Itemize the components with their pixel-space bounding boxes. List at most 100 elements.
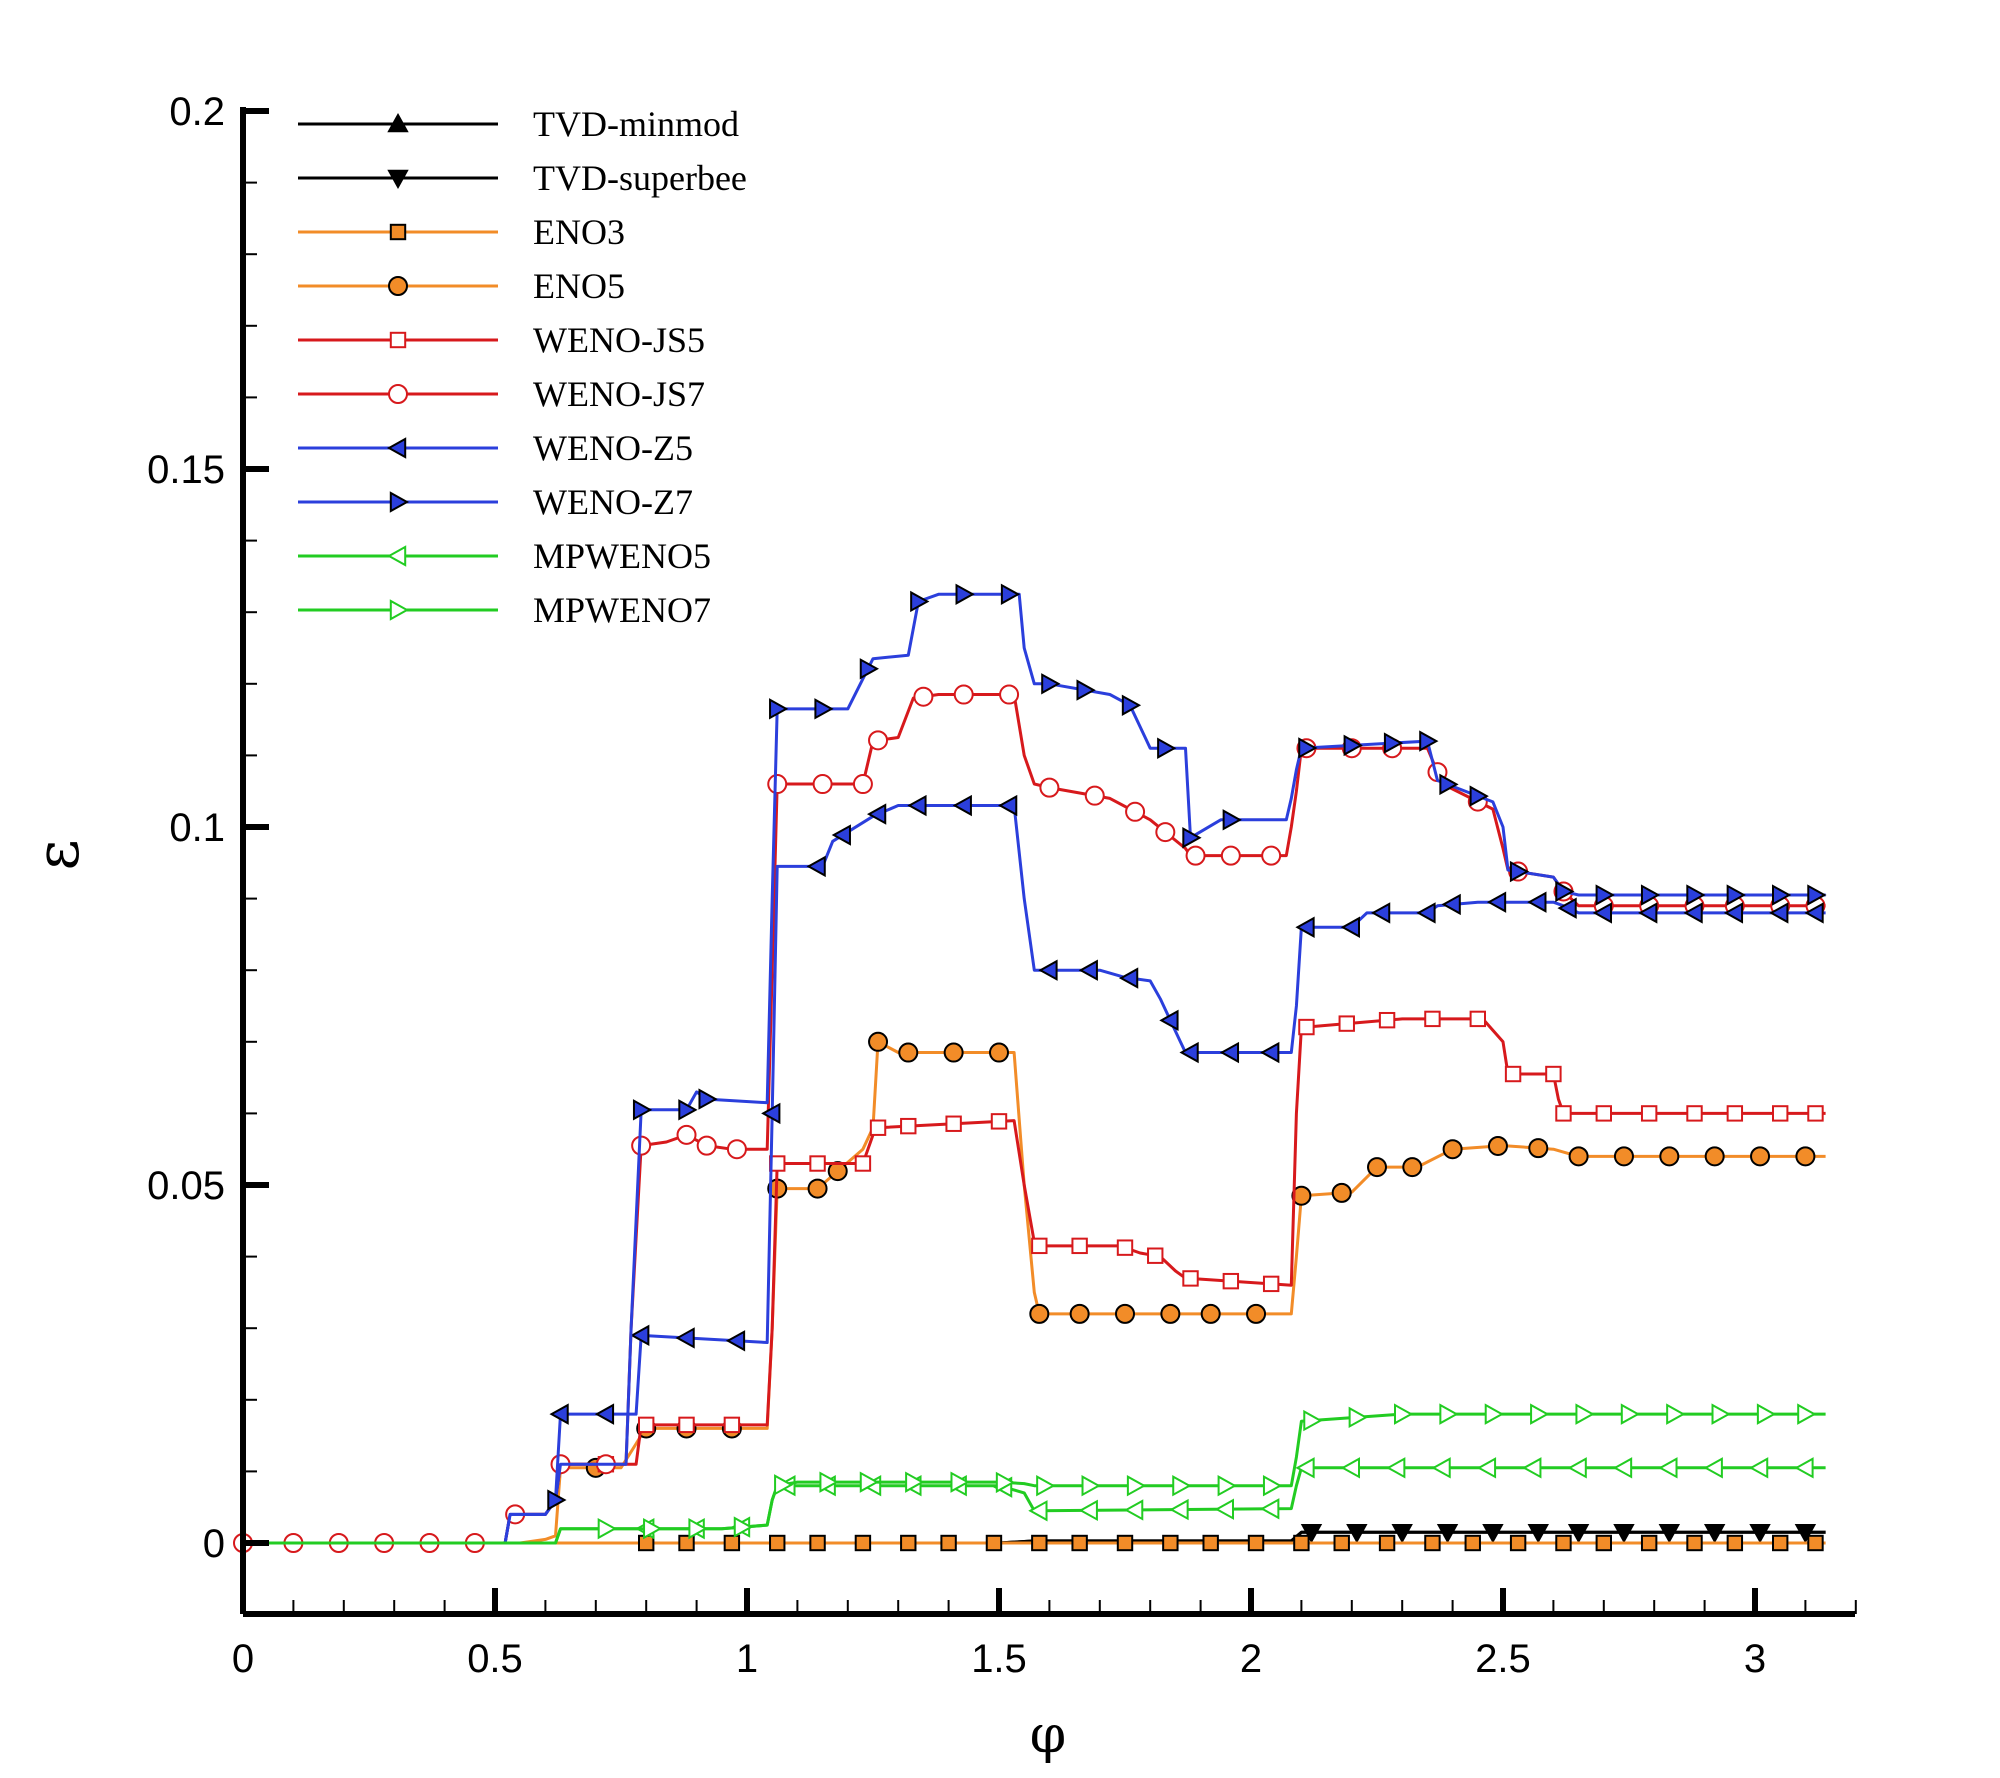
series-point-weno-js5 (1807, 1105, 1824, 1122)
series-point-eno5 (1367, 1157, 1387, 1178)
series-point-weno-z7 (1555, 880, 1575, 903)
series-point-weno-z7 (1343, 734, 1363, 757)
series-point-weno-js5 (678, 1416, 695, 1434)
series-point-eno5 (1568, 1146, 1589, 1167)
series-point-weno-js5 (1686, 1105, 1703, 1122)
series-point-weno-js5 (1147, 1247, 1164, 1264)
series-point-weno-z5 (1723, 902, 1744, 924)
x-tick-label: 3 (1744, 1637, 1766, 1681)
series-point-mpweno7 (1711, 1403, 1731, 1425)
series-point-mpweno7 (1394, 1403, 1414, 1425)
series-point-weno-js7 (767, 774, 788, 795)
series-line-mpweno7 (243, 1412, 1826, 1545)
series-point-weno-js5 (1595, 1105, 1612, 1122)
series-point-weno-z5 (1592, 902, 1612, 924)
series-point-mpweno5 (1794, 1457, 1814, 1479)
series-point-eno5 (1795, 1146, 1816, 1167)
series-point-mpweno5 (1214, 1498, 1234, 1520)
series-point-eno3 (1333, 1534, 1350, 1552)
plot-series (233, 583, 1827, 1553)
series-point-eno5 (898, 1042, 919, 1063)
series-point-eno3 (1726, 1534, 1744, 1552)
series-point-eno3 (1555, 1534, 1572, 1552)
legend-marker-eno3 (389, 223, 407, 241)
series-point-eno3 (1247, 1534, 1265, 1552)
legend-item-weno-js7: WENO-JS7 (298, 374, 705, 414)
series-point-weno-z7 (1595, 884, 1615, 906)
series-point-weno-js5 (1031, 1237, 1048, 1255)
series-point-weno-z5 (1441, 893, 1461, 916)
x-tick-label: 2.5 (1475, 1637, 1531, 1681)
series-weno-js7 (233, 684, 1826, 1553)
series-point-weno-js7 (1125, 801, 1146, 822)
series-point-tvd-superbee (1658, 1524, 1681, 1544)
series-point-eno5 (1402, 1157, 1423, 1178)
series-point-eno3 (1640, 1534, 1658, 1552)
series-point-mpweno5 (1078, 1499, 1098, 1522)
series-point-mpweno7 (819, 1471, 839, 1493)
legend-label-tvd-minmod: TVD-minmod (533, 104, 739, 144)
series-point-weno-z7 (1383, 732, 1404, 754)
legend-item-weno-z5: WENO-Z5 (298, 428, 693, 468)
series-point-weno-js5 (1298, 1018, 1315, 1036)
legend-item-weno-z7: WENO-Z7 (298, 482, 693, 522)
series-point-mpweno7 (1484, 1403, 1504, 1425)
y-tick-label: 0 (203, 1522, 225, 1566)
series-point-mpweno7 (950, 1471, 970, 1493)
x-tick-label: 0 (232, 1637, 254, 1681)
series-point-mpweno7 (688, 1517, 708, 1540)
legend-marker-weno-js7 (388, 384, 408, 404)
series-point-mpweno7 (995, 1471, 1016, 1494)
series-point-eno5 (1704, 1146, 1725, 1167)
series-point-mpweno7 (1439, 1403, 1459, 1425)
legend-marker-eno5 (388, 276, 408, 296)
series-point-eno5 (1750, 1146, 1771, 1167)
series-point-eno5 (1331, 1182, 1352, 1203)
series-point-weno-js7 (868, 730, 889, 751)
series-point-weno-z5 (761, 1102, 781, 1125)
series-point-weno-js5 (1378, 1011, 1396, 1029)
series-point-mpweno7 (1756, 1403, 1777, 1425)
series-point-eno3 (1686, 1534, 1703, 1552)
series-point-weno-js5 (723, 1416, 741, 1434)
series-point-eno5 (1613, 1146, 1634, 1167)
series-point-weno-z7 (1076, 679, 1096, 701)
series-point-weno-z7 (1419, 730, 1439, 752)
series-point-eno5 (1487, 1135, 1508, 1156)
series-point-eno3 (1509, 1534, 1527, 1552)
series-point-weno-js7 (696, 1135, 717, 1156)
series-point-eno3 (854, 1534, 872, 1552)
series-point-weno-z7 (910, 590, 930, 613)
series-line-weno-z5 (243, 804, 1826, 1545)
series-point-weno-z5 (1416, 902, 1436, 924)
series-point-weno-z5 (998, 794, 1018, 817)
series-point-weno-js5 (900, 1117, 917, 1135)
series-point-mpweno5 (1431, 1457, 1451, 1479)
series-mpweno5 (243, 1457, 1826, 1545)
series-point-weno-z5 (1118, 967, 1139, 989)
x-tick-label: 0.5 (467, 1637, 523, 1681)
y-tick-label: 0.1 (169, 806, 225, 850)
series-point-weno-z7 (1041, 673, 1061, 695)
series-point-eno5 (1160, 1303, 1181, 1324)
series-point-eno5 (989, 1042, 1009, 1063)
series-point-weno-z7 (1439, 773, 1459, 796)
series-point-eno3 (678, 1534, 695, 1552)
series-point-weno-z7 (698, 1088, 718, 1110)
legend-label-weno-js5: WENO-JS5 (533, 320, 705, 360)
series-point-eno3 (1464, 1534, 1481, 1552)
series-point-weno-z7 (769, 698, 789, 720)
series-point-weno-z5 (1260, 1041, 1280, 1064)
series-point-eno3 (900, 1534, 917, 1552)
series-point-weno-js5 (1469, 1010, 1486, 1028)
series-point-weno-js5 (1338, 1015, 1355, 1032)
series-point-eno5 (1442, 1139, 1463, 1160)
legend-label-weno-js7: WENO-JS7 (533, 374, 705, 414)
series-point-weno-js7 (852, 774, 873, 795)
series-point-eno3 (638, 1534, 655, 1552)
series-point-weno-z5 (675, 1327, 695, 1349)
series-point-mpweno7 (1797, 1403, 1817, 1425)
series-point-weno-z5 (1340, 916, 1360, 938)
series-point-mpweno7 (1620, 1403, 1641, 1425)
